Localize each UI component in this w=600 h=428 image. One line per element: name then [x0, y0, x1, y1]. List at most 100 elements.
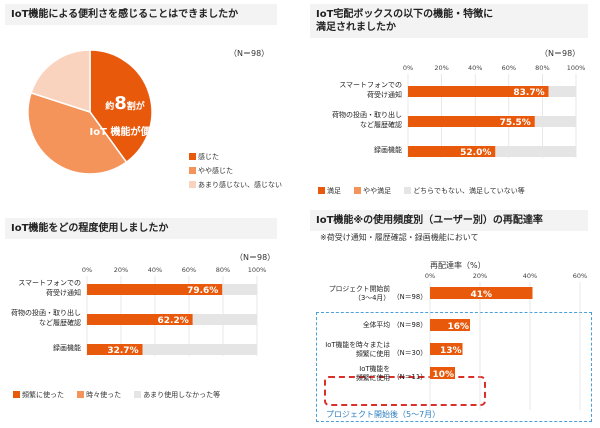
panel-usage-title: IoT機能をどの程度使用しましたか: [5, 218, 277, 239]
x-tick-label: 0%: [403, 64, 413, 72]
x-tick-label: 100%: [248, 266, 267, 274]
legend-item: 時々使った: [77, 391, 121, 399]
panel-satisfaction-title-line2: 満足されましたか: [316, 22, 396, 33]
category-label: 全体平均: [363, 320, 390, 329]
panel-satisfaction: IoT宅配ボックスの以下の機能・特徴に 満足されましたか （N＝98） 0% 20…: [310, 4, 598, 196]
bar: [430, 319, 470, 331]
category-label: 荷物の投函・取り出し: [11, 308, 81, 317]
pie-center-line2: IoT 機能が便利: [89, 127, 161, 138]
category-label: 録画機能: [53, 343, 81, 352]
legend-swatch: [77, 391, 85, 398]
legend-swatch: [354, 187, 362, 194]
category-label: プロジェクト開始前: [329, 284, 390, 293]
panel-redelivery: IoT機能※の使用頻度別（ユーザー別）の再配達率 ※荷受け通知・履歴確認・録画機…: [310, 210, 598, 424]
data-label: 16%: [447, 322, 469, 332]
panel-usage-n: （N＝98）: [235, 253, 276, 262]
legend-label: やや満足: [363, 187, 392, 195]
x-tick-label: 80%: [535, 64, 549, 72]
pie-center-big: 8: [114, 93, 127, 114]
bar-segment: [408, 146, 496, 157]
legend-label: 感じた: [198, 153, 219, 161]
legend-label: 頻繁に使った: [22, 391, 64, 399]
legend-label: どちらでもない、満足していない等: [413, 187, 525, 195]
pie-center-label: 約8割が IoT 機能が便利: [75, 93, 175, 139]
legend-swatch: [318, 187, 325, 194]
category-label: 荷受け通知: [46, 288, 81, 297]
category-label: IoT機能を: [359, 364, 390, 373]
legend-item: どちらでもない、満足していない等: [404, 187, 525, 195]
n-label: （N＝98）: [393, 321, 427, 329]
panel-convenience-title: IoT機能による便利さを感じることはできましたか: [5, 4, 277, 25]
legend-label: 時々使った: [86, 391, 122, 399]
x-tick-label: 80%: [216, 266, 230, 274]
category-label: 頻繁に使用: [356, 373, 390, 382]
x-tick-label: 100%: [567, 64, 586, 72]
bar: [430, 343, 463, 355]
legend-item: 満足: [318, 187, 341, 195]
data-label: 13%: [440, 346, 462, 356]
legend-swatch: [189, 153, 196, 160]
category-label: IoT機能を時々または: [325, 340, 390, 349]
category-label: など履歴確認: [360, 120, 402, 129]
panel-convenience-n: （N＝98）: [229, 49, 270, 58]
n-label: （N＝30）: [393, 349, 427, 357]
pie-legend-item-3: あまり感じない、感じない: [189, 180, 282, 190]
data-label: 41%: [470, 290, 492, 300]
x-tick-label: 0%: [425, 272, 435, 280]
panel-redelivery-title: IoT機能※の使用頻度別（ユーザー別）の再配達率: [310, 210, 588, 231]
data-label: 32.7%: [107, 346, 138, 356]
n-label: （N＝11）: [393, 373, 427, 381]
legend-label: あまり感じない、感じない: [198, 181, 282, 189]
legend-swatch: [189, 167, 196, 174]
pie-legend-item-1: 感じた: [189, 152, 282, 162]
legend-swatch: [13, 391, 20, 398]
category-label: 録画機能: [374, 145, 402, 154]
after-project-label: プロジェクト開始後（5〜7月）: [326, 410, 441, 419]
x-tick-label: 20%: [434, 64, 448, 72]
x-tick-label: 20%: [473, 272, 487, 280]
panel-satisfaction-title-line1: IoT宅配ボックスの以下の機能・特徴に: [316, 9, 494, 20]
bar-segment: [548, 86, 576, 97]
x-tick-label: 40%: [148, 266, 162, 274]
bar-segment: [408, 86, 549, 97]
bar-segment: [408, 116, 535, 127]
n-label: （N＝98）: [393, 293, 427, 301]
frequent-users-highlight: [324, 376, 486, 406]
legend-swatch: [189, 181, 196, 188]
axis-title: 再配達率（%）: [430, 261, 486, 270]
legend-swatch: [134, 391, 142, 398]
data-label: 10%: [432, 370, 454, 380]
bar-segment: [495, 146, 576, 157]
pie-legend: 感じた やや感じた あまり感じない、感じない: [189, 152, 282, 190]
category-label: スマートフォンでの: [18, 279, 81, 287]
legend-swatch: [404, 187, 412, 194]
category-label: 頻繁に使用: [356, 349, 390, 358]
bar: [430, 287, 533, 299]
pie-slice: [89, 49, 153, 164]
panel-redelivery-subtitle: ※荷受け通知・履歴確認・録画機能において: [320, 233, 479, 242]
bar: [430, 367, 455, 379]
bar-segment: [87, 344, 143, 355]
category-label: （3〜4月）: [354, 294, 390, 302]
category-label: 荷物の投函・取り出し: [332, 110, 402, 119]
legend-label: 満足: [327, 187, 341, 195]
x-tick-label: 60%: [573, 272, 587, 280]
bar-segment: [222, 284, 257, 295]
pie-slice: [27, 91, 128, 175]
category-label: など履歴確認: [39, 318, 81, 327]
pie-legend-item-2: やや感じた: [189, 166, 282, 176]
bar-segment: [192, 314, 257, 325]
after-project-box: [316, 312, 592, 422]
bar-segment: [142, 344, 257, 355]
redelivery-chart: 0% 20% 40% 60%プロジェクト開始前（3〜4月） （N＝98） 41%全体平均（…: [325, 272, 587, 410]
x-tick-label: 60%: [502, 64, 516, 72]
bar-segment: [87, 284, 223, 295]
x-tick-label: 20%: [114, 266, 128, 274]
pie-slice: [30, 49, 91, 114]
pie-chart: [27, 49, 153, 175]
legend-label: あまり使用しなかった等: [143, 391, 221, 399]
panel-usage: IoT機能をどの程度使用しましたか （N＝98） 0% 20% 40% 60% 80% 1…: [5, 218, 295, 418]
x-tick-label: 0%: [82, 266, 92, 274]
